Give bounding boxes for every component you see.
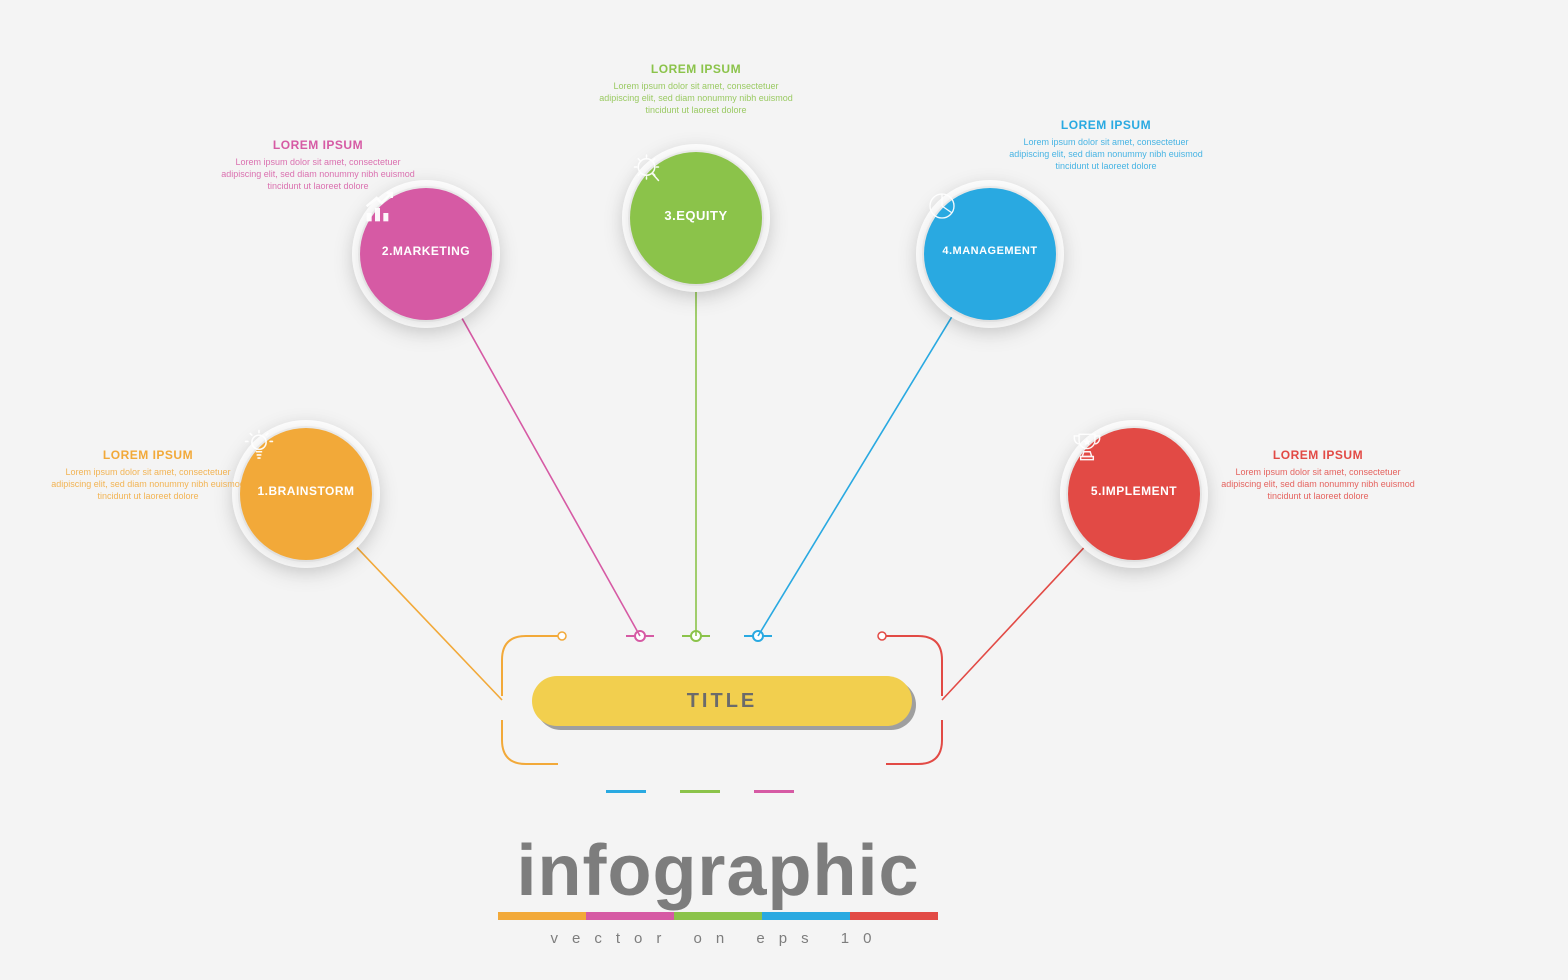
node-management: 4.MANAGEMENT	[924, 188, 1056, 320]
desc-management: LOREM IPSUM Lorem ipsum dolor sit amet, c…	[1006, 118, 1206, 172]
desc-marketing: LOREM IPSUM Lorem ipsum dolor sit amet, c…	[218, 138, 418, 192]
desc-equity: LOREM IPSUM Lorem ipsum dolor sit amet, c…	[596, 62, 796, 116]
node-label-equity: 3.EQUITY	[664, 208, 727, 223]
desc-body-marketing: Lorem ipsum dolor sit amet, consectetuer…	[218, 156, 418, 192]
desc-body-brainstorm: Lorem ipsum dolor sit amet, consectetuer…	[48, 466, 248, 502]
node-equity: 3.EQUITY	[630, 152, 762, 284]
dash-row	[606, 790, 794, 793]
node-label-management: 4.MANAGEMENT	[942, 245, 1037, 257]
node-label-marketing: 2.MARKETING	[382, 244, 470, 258]
node-brainstorm: 1.BRAINSTORM	[240, 428, 372, 560]
desc-title-management: LOREM IPSUM	[1006, 118, 1206, 132]
node-label-brainstorm: 1.BRAINSTORM	[257, 484, 354, 498]
node-implement: 5.IMPLEMENT	[1068, 428, 1200, 560]
title-pill: TITLE	[532, 676, 912, 726]
footer: infographic vector on eps 10	[498, 830, 938, 947]
desc-title-implement: LOREM IPSUM	[1218, 448, 1418, 462]
desc-title-brainstorm: LOREM IPSUM	[48, 448, 248, 462]
footer-subtitle: vector on eps 10	[551, 930, 886, 947]
desc-body-management: Lorem ipsum dolor sit amet, consectetuer…	[1006, 136, 1206, 172]
desc-body-implement: Lorem ipsum dolor sit amet, consectetuer…	[1218, 466, 1418, 502]
desc-implement: LOREM IPSUM Lorem ipsum dolor sit amet, c…	[1218, 448, 1418, 502]
node-marketing: 2.MARKETING	[360, 188, 492, 320]
node-label-implement: 5.IMPLEMENT	[1091, 484, 1177, 498]
desc-title-marketing: LOREM IPSUM	[218, 138, 418, 152]
desc-title-equity: LOREM IPSUM	[596, 62, 796, 76]
desc-brainstorm: LOREM IPSUM Lorem ipsum dolor sit amet, c…	[48, 448, 248, 502]
desc-body-equity: Lorem ipsum dolor sit amet, consectetuer…	[596, 80, 796, 116]
infographic-stage: 1.BRAINSTORM LOREM IPSUM Lorem ipsum dolor…	[0, 0, 1568, 980]
footer-color-bar	[498, 912, 938, 920]
footer-title: infographic	[517, 830, 920, 912]
